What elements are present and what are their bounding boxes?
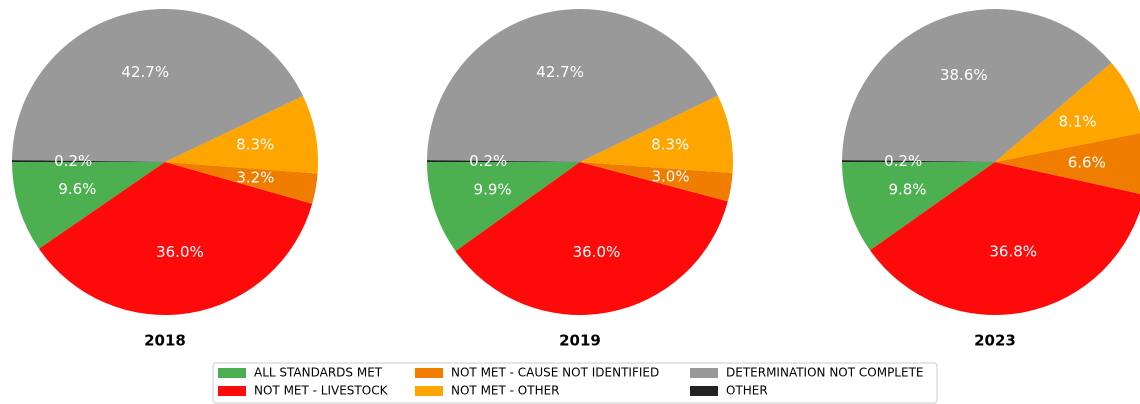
- pie-slice: [427, 8, 718, 163]
- pie-slice: [165, 162, 318, 204]
- pie-slice: [870, 162, 1140, 315]
- pie-slice: [427, 162, 580, 252]
- value-label: 3.2%: [236, 169, 274, 187]
- pie-slice: [427, 160, 580, 162]
- value-label: 3.0%: [651, 168, 689, 186]
- legend-swatch: [415, 386, 443, 396]
- value-label: 8.3%: [651, 135, 689, 153]
- pie-slice: [580, 95, 733, 174]
- legend-label: DETERMINATION NOT COMPLETE: [726, 366, 923, 380]
- pie-slice: [842, 162, 995, 251]
- pie-slice: [12, 8, 304, 163]
- value-label: 38.6%: [940, 66, 988, 84]
- value-label: 42.7%: [536, 63, 584, 81]
- pie-slice: [455, 162, 728, 316]
- pie-slice: [995, 62, 1140, 162]
- legend-swatch: [218, 368, 246, 378]
- value-label: 36.8%: [989, 242, 1037, 260]
- legend-label: NOT MET - OTHER: [451, 384, 560, 398]
- legend-label: NOT MET - LIVESTOCK: [254, 384, 389, 398]
- pie-slice: [165, 95, 318, 174]
- value-label: 0.2%: [884, 152, 922, 170]
- value-label: 36.0%: [573, 243, 621, 261]
- legend-label: OTHER: [726, 384, 768, 398]
- legend-swatch: [218, 386, 246, 396]
- legend-swatch: [690, 386, 718, 396]
- value-label: 36.0%: [156, 243, 204, 261]
- value-label: 0.2%: [54, 152, 92, 170]
- value-label: 8.1%: [1059, 112, 1097, 130]
- pie-slice: [995, 132, 1140, 194]
- pie-slice: [38, 162, 313, 316]
- value-label: 9.6%: [58, 180, 96, 198]
- pie-title: 2019: [559, 332, 601, 350]
- value-label: 42.7%: [121, 63, 169, 81]
- pie-slice: [12, 162, 165, 249]
- value-label: 8.3%: [236, 136, 274, 154]
- pie-title: 2018: [144, 332, 186, 350]
- pie-slice: [580, 162, 733, 202]
- legend-label: ALL STANDARDS MET: [254, 366, 383, 380]
- legend-label: NOT MET - CAUSE NOT IDENTIFIED: [451, 366, 659, 380]
- value-label: 9.8%: [888, 180, 926, 198]
- legend-swatch: [690, 368, 718, 378]
- legend-box: [212, 362, 938, 404]
- pie-slice: [842, 8, 1112, 162]
- value-label: 6.6%: [1068, 153, 1106, 171]
- legend-swatch: [415, 368, 443, 378]
- pie-slice: [842, 160, 995, 162]
- value-label: 0.2%: [469, 152, 507, 170]
- pie-slice: [12, 160, 165, 162]
- value-label: 9.9%: [474, 181, 512, 199]
- pie-title: 2023: [974, 332, 1016, 350]
